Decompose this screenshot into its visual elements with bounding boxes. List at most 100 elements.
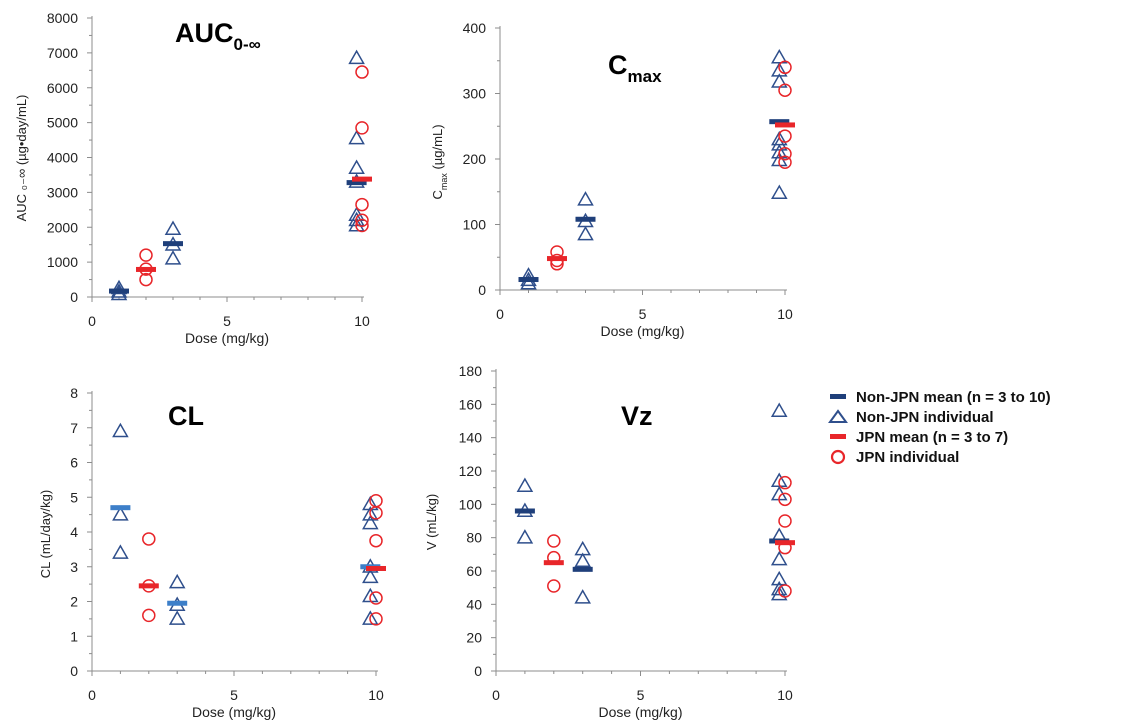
non-jpn-mean-bar: [514, 508, 535, 514]
jpn-individual-point: [778, 129, 792, 143]
non-jpn-individual-point: [348, 49, 365, 65]
jpn-mean-bar: [547, 256, 567, 262]
non-jpn-individual-point: [362, 568, 379, 584]
jpn-individual-point: [355, 213, 369, 228]
non-jpn-individual-point: [771, 48, 788, 64]
x-axis-label: Dose (mg/kg): [192, 704, 276, 720]
non-jpn-individual-point: [362, 610, 379, 625]
non-jpn-mean-bar: [769, 119, 790, 125]
jpn-individual-point: [139, 272, 153, 287]
jpn-individual-point: [778, 492, 792, 507]
jpn-individual-point: [547, 579, 561, 593]
y-tick-label: 6000: [47, 80, 78, 96]
jpn-individual-point: [778, 83, 792, 97]
non-jpn-mean-bar: [572, 566, 593, 572]
non-jpn-individual-point: [348, 216, 365, 232]
y-tick-label: 0: [478, 282, 486, 298]
legend-label: JPN individual: [856, 449, 959, 466]
x-tick-label: 10: [368, 687, 384, 703]
jpn-mean-bar: [366, 565, 386, 571]
non-jpn-mean-bar: [575, 216, 596, 222]
y-tick-label: 0: [70, 663, 78, 679]
non-jpn-individual-point: [770, 472, 788, 487]
non-jpn-individual-point: [516, 529, 534, 544]
jpn-individual-point: [547, 534, 561, 548]
jpn-individual-point: [778, 514, 792, 528]
chart-panel-2: 0 100 200 300 400 0 5 10 Dose (mg/kg) Cmax (µg/mL…: [430, 20, 795, 339]
y-tick-label: 140: [459, 430, 483, 446]
y-tick-label: 4: [70, 524, 78, 540]
legend-item-4: JPN individual: [830, 449, 959, 466]
y-tick-label: 100: [463, 217, 487, 233]
non-jpn-individual-point: [771, 62, 788, 77]
non-jpn-individual-point: [574, 552, 591, 567]
non-jpn-individual-point: [577, 191, 594, 206]
non-jpn-individual-point: [770, 550, 788, 566]
jpn-individual-point: [778, 60, 792, 75]
y-tick-label: 100: [459, 496, 483, 512]
jpn-individual-point: [369, 591, 383, 605]
y-tick-label: 8: [70, 385, 78, 401]
legend-label: Non-JPN individual: [856, 409, 994, 426]
y-tick-label: 5: [70, 489, 78, 505]
x-tick-label: 0: [88, 687, 96, 703]
y-tick-label: 20: [466, 630, 482, 646]
jpn-individual-point: [369, 493, 383, 508]
non-jpn-individual-point: [574, 589, 591, 604]
legend-label: Non-JPN mean (n = 3 to 10): [856, 389, 1051, 406]
y-tick-label: 3000: [47, 184, 78, 200]
y-axis-label: V (mL/kg): [424, 494, 439, 550]
y-tick-label: 6: [70, 455, 78, 471]
non-jpn-individual-point: [520, 274, 537, 290]
non-jpn-mean-bar: [163, 241, 183, 247]
y-tick-label: 0: [474, 663, 482, 679]
jpn-mean-bar: [543, 560, 564, 566]
y-tick-label: 40: [466, 596, 482, 612]
x-axis-label: Dose (mg/kg): [600, 323, 684, 339]
jpn-individual-point: [142, 532, 156, 546]
x-tick-label: 0: [492, 687, 500, 703]
non-jpn-mean-bar: [109, 288, 129, 294]
y-axis-label: AUC ₀₋∞ (µg•day/mL): [14, 95, 29, 222]
non-jpn-individual-point: [164, 220, 182, 235]
y-tick-label: 8000: [47, 10, 78, 26]
x-tick-label: 0: [496, 306, 504, 322]
jpn-individual-point: [355, 218, 369, 233]
non-jpn-individual-point: [362, 514, 379, 530]
non-jpn-mean-bar: [518, 277, 539, 283]
non-jpn-individual-point: [577, 225, 594, 241]
non-jpn-individual-point: [168, 573, 186, 589]
y-axis-label: Cmax (µg/mL): [430, 124, 449, 199]
y-tick-label: 300: [463, 86, 487, 102]
non-jpn-individual-point: [362, 506, 379, 521]
y-tick-label: 3: [70, 559, 78, 575]
non-jpn-individual-point: [771, 130, 788, 146]
non-jpn-individual-point: [112, 506, 129, 521]
jpn-individual-point: [139, 248, 153, 262]
legend-item-2: Non-JPN individual: [828, 409, 994, 426]
chart-panel-3: 0 1 2 3 4 5 6 7 8 0 5 10 Dose (mg/kg) CL (mL/day/kg) C…: [38, 385, 386, 720]
y-tick-label: 60: [466, 563, 482, 579]
y-tick-label: 200: [463, 151, 487, 167]
non-jpn-individual-point: [168, 610, 186, 625]
legend-triangle-icon: [828, 409, 848, 423]
y-tick-label: 7: [70, 420, 78, 436]
jpn-mean-bar: [352, 176, 372, 182]
non-jpn-individual-point: [771, 136, 788, 151]
legend-circle-icon: [830, 449, 846, 465]
legend-label: JPN mean (n = 3 to 7): [856, 429, 1008, 446]
jpn-individual-point: [142, 608, 156, 623]
y-tick-label: 7000: [47, 45, 78, 61]
non-jpn-individual-point: [348, 129, 365, 145]
y-tick-label: 4000: [47, 150, 78, 166]
non-jpn-individual-point: [574, 540, 591, 556]
jpn-mean-bar: [775, 540, 795, 546]
jpn-individual-point: [355, 65, 369, 79]
y-tick-label: 400: [463, 20, 487, 36]
x-tick-label: 5: [223, 313, 231, 329]
legend-bar-icon: [830, 394, 846, 399]
jpn-individual-point: [778, 155, 792, 170]
non-jpn-individual-point: [516, 477, 534, 492]
legend-item-3: JPN mean (n = 3 to 7): [830, 429, 1008, 446]
